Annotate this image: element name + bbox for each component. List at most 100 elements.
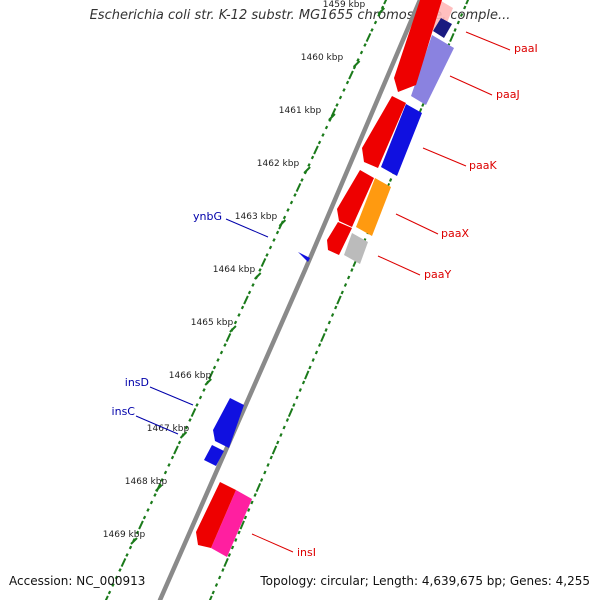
reverse-strand-genes (196, 0, 442, 548)
kbp-major-tick (253, 272, 262, 280)
label-insD[interactable]: insD (125, 376, 149, 389)
inner-ring-tick-62 (167, 463, 171, 467)
outer-ring-tick-73 (230, 545, 235, 550)
gene-paaX[interactable] (356, 178, 391, 236)
outer-ring-tick-70 (239, 520, 245, 530)
inner-ring-tick-12 (342, 88, 346, 92)
kbp-tick-label: 1459 kbp (323, 0, 366, 10)
gene-insD[interactable] (213, 398, 244, 448)
inner-ring-tick-80 (104, 595, 109, 600)
inner-ring-tick-35 (260, 257, 267, 268)
inner-ring-tick-40 (243, 295, 249, 305)
label-paaX[interactable]: paaX (441, 227, 469, 240)
label-paaK[interactable]: paaK (469, 159, 497, 172)
outer-ring-tick-69 (243, 515, 248, 520)
label-paaI[interactable]: paaI (514, 42, 538, 55)
gene-red-2[interactable] (362, 96, 406, 168)
map-title: Escherichia coli str. K-12 substr. MG165… (89, 8, 511, 23)
outer-ring-tick-64 (259, 478, 264, 482)
inner-ring-tick-57 (184, 425, 189, 430)
inner-ring-tick-29 (282, 215, 287, 220)
outer-ring-tick-50 (304, 370, 310, 380)
outer-ring-tick-61 (269, 455, 273, 460)
gene-insC[interactable] (204, 445, 224, 466)
inner-ring-tick-79 (107, 590, 112, 595)
outer-ring-tick-53 (295, 395, 299, 400)
inner-ring-tick-34 (265, 253, 269, 257)
gene-red-3[interactable] (337, 170, 374, 227)
kbp-tick-label: 1464 kbp (213, 265, 256, 275)
label-insI[interactable]: insI (297, 546, 316, 559)
inner-ring-tick-41 (240, 305, 245, 310)
inner-ring-tick-47 (219, 350, 224, 355)
gene-paaJ[interactable] (411, 35, 454, 105)
inner-ring-tick-0 (383, 0, 388, 5)
outer-ring-tick-5 (449, 32, 455, 43)
inner-ring-tick-42 (237, 313, 241, 317)
outer-ring-tick-77 (217, 575, 222, 580)
kbp-major-tick (303, 166, 311, 174)
accession-text: Accession: NC_000913 (9, 574, 146, 588)
kbp-major-tick (278, 219, 287, 227)
gene-paaK[interactable] (381, 104, 422, 176)
outer-ring-tick-3 (456, 20, 461, 25)
tick-labels: 1459 kbp 1460 kbp 1461 kbp 1462 kbp 1463 kbp… (103, 0, 386, 545)
kbp-tick-label: 1461 kbp (279, 106, 322, 116)
kbp-tick-label: 1468 kbp (125, 477, 168, 487)
inner-ring-tick-67 (149, 500, 154, 505)
gene-red-1[interactable] (394, 0, 442, 92)
outer-ring-tick-59 (276, 440, 280, 445)
inner-ring-tick-4 (370, 28, 374, 32)
gene-paaY[interactable] (344, 233, 368, 264)
gene-red-5[interactable] (196, 482, 236, 548)
outer-ring-tick-41 (334, 305, 338, 310)
outer-ring-tick-38 (343, 283, 348, 287)
inner-ring-tick-13 (338, 95, 343, 100)
outer-ring-tick-75 (223, 557, 229, 568)
inner-ring-tick-5 (365, 32, 372, 43)
gene-red-4[interactable] (327, 222, 352, 255)
outer-ring-tick-79 (211, 590, 215, 595)
outer-ring-tick-63 (263, 470, 267, 475)
inner-ring-tick-28 (286, 208, 290, 212)
gene-ynbG[interactable] (298, 252, 310, 262)
outer-ring-tick-58 (279, 433, 283, 437)
inner-ring-tick-75 (120, 557, 127, 568)
outer-ring-tick-57 (282, 425, 286, 430)
kbp-tick-label: 1469 kbp (103, 530, 146, 540)
inner-ring-tick-22 (307, 163, 311, 167)
label-paaY[interactable]: paaY (424, 268, 451, 281)
outer-ring-tick-2 (459, 13, 464, 17)
outer-ring-tick-36 (350, 268, 354, 272)
inner-ring-tick-56 (188, 418, 192, 422)
gene-insI[interactable] (211, 490, 252, 557)
inner-ring-tick-43 (233, 320, 238, 325)
outer-ring-tick-65 (255, 482, 262, 493)
kbp-tick-label: 1462 kbp (257, 159, 300, 169)
inner-ring-tick-74 (125, 553, 129, 557)
outer-ring-tick-48 (311, 358, 315, 362)
inner-ring-tick-32 (272, 238, 276, 242)
inner-ring-tick-25 (295, 182, 302, 193)
inner-ring-tick-14 (335, 103, 339, 107)
gene-paaI-shadow (433, 18, 452, 38)
outer-ring-tick-80 (208, 595, 213, 600)
inner-ring-tick-50 (208, 370, 214, 380)
inner-ring-tick-45 (225, 332, 232, 343)
inner-ring-tick-20 (313, 145, 319, 155)
outer-ring-tick-78 (214, 583, 219, 587)
outer-ring-tick-46 (317, 343, 322, 347)
kbp-major-tick (204, 378, 212, 386)
inner-ring-tick-61 (170, 455, 175, 460)
label-paaJ[interactable]: paaJ (496, 88, 520, 101)
kbp-major-tick (352, 60, 361, 68)
label-ynbG[interactable]: ynbG (193, 210, 222, 223)
kbp-major-tick (229, 325, 237, 333)
inner-ring-tick-8 (356, 58, 360, 62)
inner-ring-tick-21 (310, 155, 315, 160)
inner-ring-tick-64 (160, 478, 164, 482)
inner-ring-tick-66 (153, 493, 157, 497)
label-insC[interactable]: insC (112, 405, 136, 418)
inner-ring-tick-73 (128, 545, 133, 550)
